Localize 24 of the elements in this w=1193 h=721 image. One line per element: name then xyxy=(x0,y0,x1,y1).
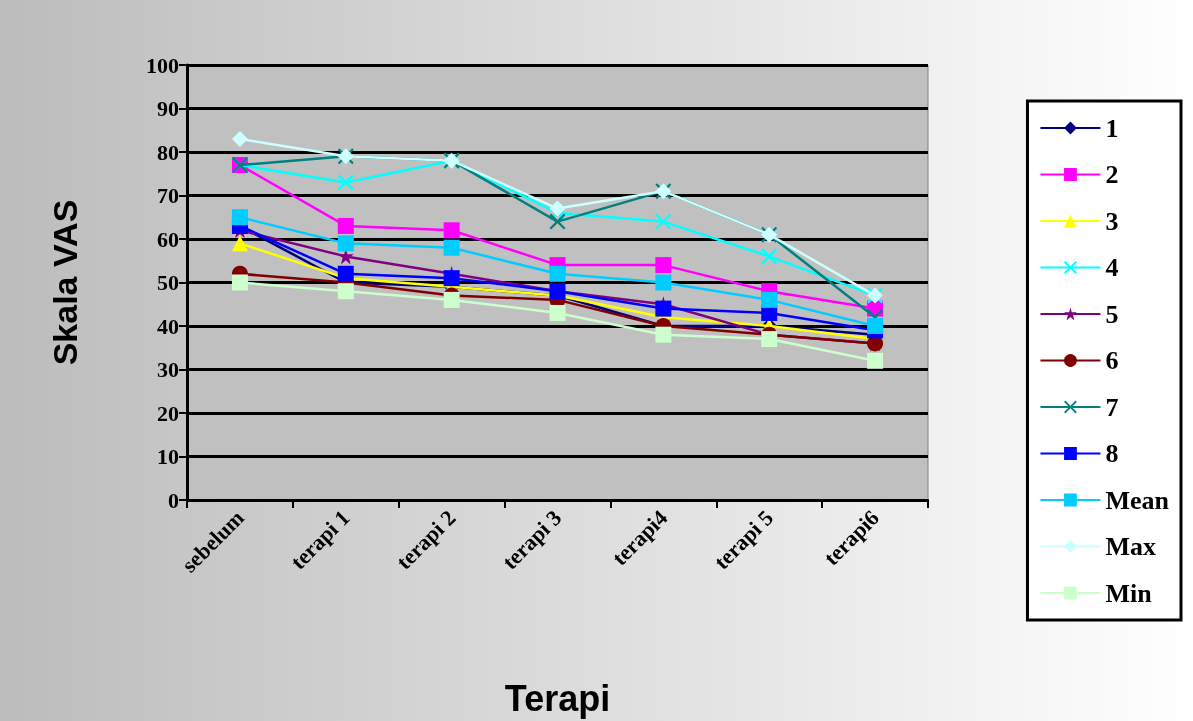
legend-label: 5 xyxy=(1105,299,1119,329)
y-axis-title: Skala VAS xyxy=(46,199,84,366)
legend-label: 7 xyxy=(1105,392,1119,422)
y-tick-label: 80 xyxy=(157,139,179,165)
legend-label: Max xyxy=(1105,532,1157,561)
x-axis-title: Terapi xyxy=(504,677,611,719)
legend-label: Mean xyxy=(1105,485,1170,515)
y-tick-label: 0 xyxy=(168,487,179,513)
y-tick-label: 70 xyxy=(157,183,179,208)
y-tick-label: 60 xyxy=(157,226,179,252)
legend-label: 6 xyxy=(1105,346,1119,375)
y-tick-label: 30 xyxy=(157,357,179,382)
y-tick-label: 100 xyxy=(146,52,179,78)
legend-label: 3 xyxy=(1105,206,1119,236)
legend-label: 8 xyxy=(1105,439,1119,468)
y-tick-label: 90 xyxy=(157,96,179,121)
legend-label: 1 xyxy=(1105,113,1119,143)
y-tick-label: 40 xyxy=(157,313,179,339)
y-tick-label: 10 xyxy=(157,444,179,469)
legend-label: 4 xyxy=(1105,253,1119,282)
y-tick-label: 50 xyxy=(157,270,179,295)
legend-label: Min xyxy=(1105,578,1153,608)
y-tick-label: 20 xyxy=(157,400,179,426)
legend-label: 2 xyxy=(1105,160,1119,189)
